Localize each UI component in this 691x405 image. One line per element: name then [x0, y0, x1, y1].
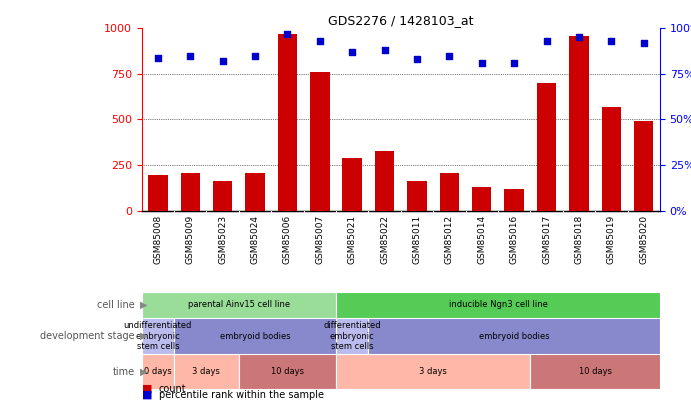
- Text: GSM85009: GSM85009: [186, 215, 195, 264]
- Text: ■: ■: [142, 384, 155, 394]
- Point: [282, 31, 293, 37]
- Bar: [278, 34, 297, 211]
- Bar: [634, 122, 654, 211]
- Text: GSM85008: GSM85008: [153, 215, 162, 264]
- Bar: [239, 354, 336, 389]
- Text: GSM85007: GSM85007: [315, 215, 324, 264]
- Bar: [375, 151, 395, 211]
- Bar: [472, 187, 491, 211]
- Point: [541, 38, 552, 44]
- Text: GSM85023: GSM85023: [218, 215, 227, 264]
- Text: percentile rank within the sample: percentile rank within the sample: [159, 390, 324, 400]
- Bar: [504, 189, 524, 211]
- Text: GSM85016: GSM85016: [510, 215, 519, 264]
- Bar: [439, 173, 459, 211]
- Text: inducible Ngn3 cell line: inducible Ngn3 cell line: [448, 300, 547, 309]
- Point: [347, 49, 358, 55]
- Point: [379, 47, 390, 53]
- Bar: [336, 318, 368, 354]
- Text: ▶: ▶: [140, 331, 147, 341]
- Text: differentiated
embryonic
stem cells: differentiated embryonic stem cells: [323, 321, 381, 351]
- Bar: [336, 292, 660, 318]
- Text: GSM85017: GSM85017: [542, 215, 551, 264]
- Bar: [343, 158, 362, 211]
- Text: GSM85022: GSM85022: [380, 215, 389, 264]
- Bar: [407, 181, 426, 211]
- Text: cell line: cell line: [97, 300, 135, 310]
- Bar: [310, 72, 330, 211]
- Bar: [336, 354, 530, 389]
- Text: parental Ainv15 cell line: parental Ainv15 cell line: [188, 300, 290, 309]
- Text: GSM85014: GSM85014: [477, 215, 486, 264]
- Bar: [148, 175, 167, 211]
- Text: 10 days: 10 days: [271, 367, 304, 376]
- Point: [606, 38, 617, 44]
- Point: [217, 58, 228, 64]
- Text: embryoid bodies: embryoid bodies: [220, 332, 290, 341]
- Text: count: count: [159, 384, 187, 394]
- Text: GSM85020: GSM85020: [639, 215, 648, 264]
- Point: [444, 53, 455, 59]
- Text: GSM85011: GSM85011: [413, 215, 422, 264]
- Bar: [142, 292, 336, 318]
- Text: development stage: development stage: [40, 331, 135, 341]
- Point: [509, 60, 520, 66]
- Text: GSM85019: GSM85019: [607, 215, 616, 264]
- Point: [411, 56, 422, 62]
- Bar: [569, 36, 589, 211]
- Point: [574, 34, 585, 40]
- Bar: [530, 354, 660, 389]
- Text: 3 days: 3 days: [419, 367, 447, 376]
- Text: ▶: ▶: [140, 367, 147, 377]
- Point: [476, 60, 487, 66]
- Text: embryoid bodies: embryoid bodies: [479, 332, 549, 341]
- Bar: [537, 83, 556, 211]
- Text: GSM85024: GSM85024: [251, 215, 260, 264]
- Bar: [213, 181, 232, 211]
- Point: [638, 40, 650, 46]
- Text: GSM85018: GSM85018: [574, 215, 583, 264]
- Bar: [142, 318, 174, 354]
- Text: 10 days: 10 days: [578, 367, 612, 376]
- Text: 0 days: 0 days: [144, 367, 172, 376]
- Text: undifferentiated
embryonic
stem cells: undifferentiated embryonic stem cells: [124, 321, 192, 351]
- Bar: [142, 354, 174, 389]
- Bar: [602, 107, 621, 211]
- Point: [314, 38, 325, 44]
- Point: [152, 54, 163, 61]
- Bar: [180, 173, 200, 211]
- Bar: [245, 173, 265, 211]
- Title: GDS2276 / 1428103_at: GDS2276 / 1428103_at: [328, 14, 473, 27]
- Text: GSM85012: GSM85012: [445, 215, 454, 264]
- Point: [249, 53, 261, 59]
- Bar: [368, 318, 660, 354]
- Text: time: time: [113, 367, 135, 377]
- Text: ■: ■: [142, 390, 155, 400]
- Bar: [174, 318, 336, 354]
- Text: GSM85021: GSM85021: [348, 215, 357, 264]
- Text: 3 days: 3 days: [193, 367, 220, 376]
- Text: ▶: ▶: [140, 300, 147, 310]
- Text: GSM85006: GSM85006: [283, 215, 292, 264]
- Bar: [174, 354, 239, 389]
- Point: [184, 53, 196, 59]
